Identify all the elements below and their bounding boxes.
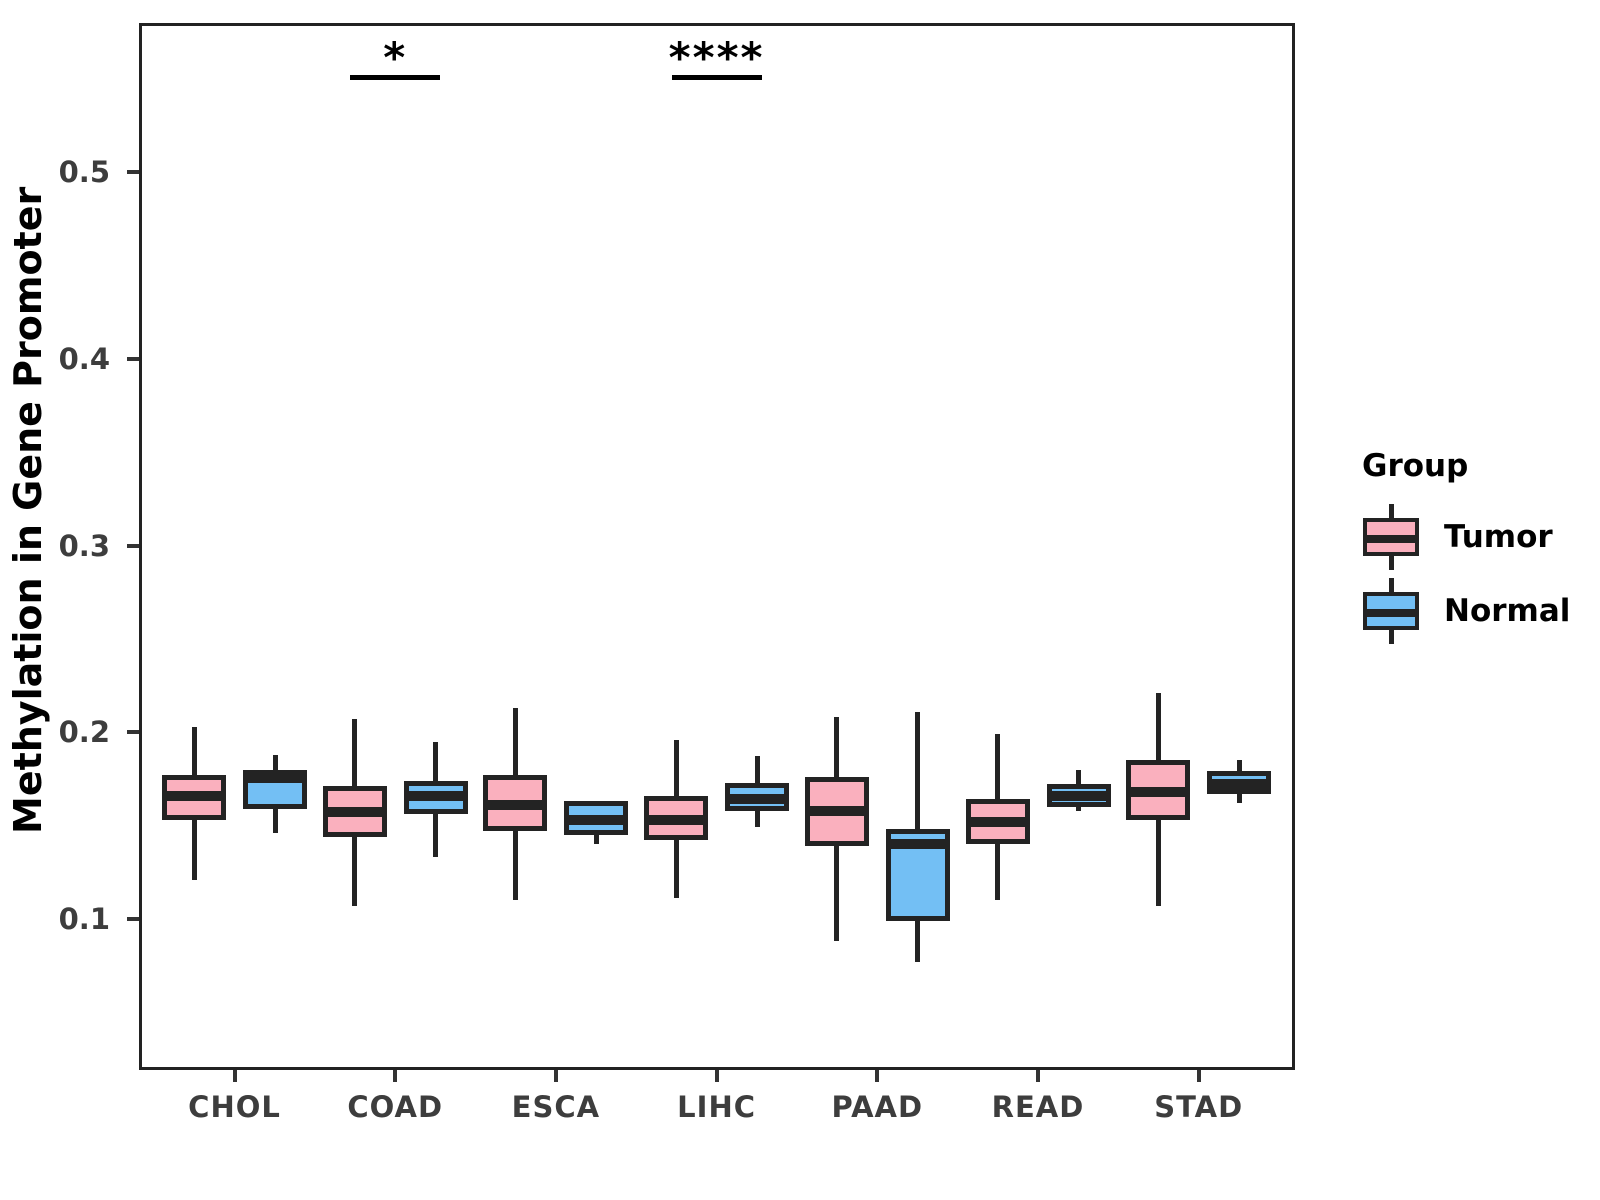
boxplot-chol-tumor-box [162,775,226,820]
legend: Group Tumor Normal [1362,448,1570,652]
y-axis-tick [127,730,139,735]
boxplot-esca-tumor-box [483,775,548,832]
y-axis-tick [127,543,139,548]
x-axis-tick [1036,1070,1040,1082]
y-axis-tick-label: 0.4 [58,341,110,376]
x-axis-tick [393,1070,398,1082]
boxplot-read-tumor-median [970,816,1025,827]
significance-bracket-coad [350,75,441,81]
boxplot-key-icon [1362,578,1420,644]
boxplot-read-normal-median [1051,790,1106,801]
legend-title: Group [1362,448,1469,484]
boxplot-esca-tumor-median [488,799,543,810]
legend-label-tumor: Tumor [1444,519,1553,555]
boxplot-stad-normal-box [1207,771,1272,794]
boxplot-esca-normal-box [564,801,629,835]
boxplot-coad-normal-median [408,790,463,801]
boxplot-stad-normal-median [1212,779,1267,790]
x-axis-tick [714,1070,719,1082]
x-axis-tick-label: CHOL [188,1090,281,1124]
key-box [1363,518,1419,556]
boxplot-lihc-normal-box [725,782,790,811]
key-median [1367,609,1415,617]
boxplot-stad-tumor-box [1126,760,1191,820]
x-axis-tick-label: COAD [347,1090,444,1124]
boxplot-lihc-normal-median [730,794,785,805]
boxplot-lihc-tumor-median [649,814,704,825]
key-median [1367,535,1415,543]
boxplot-coad-normal-box [403,780,468,815]
x-axis-tick-label: READ [991,1090,1085,1124]
x-axis-tick [1196,1070,1201,1082]
significance-label-lihc: **** [668,33,765,83]
y-axis-tick-label: 0.5 [58,155,110,190]
boxplot-read-normal-box [1046,784,1111,807]
boxplot-paad-tumor-box [804,776,869,847]
significance-bracket-lihc [671,75,762,81]
key-box [1363,592,1419,630]
boxplot-chol-tumor-median [167,790,221,801]
boxplot-coad-tumor-median [327,807,382,818]
x-axis-tick [553,1070,558,1082]
boxplot-paad-tumor-median [809,805,864,816]
boxplot-esca-normal-median [569,814,624,825]
x-axis-tick-label: LIHC [677,1090,757,1124]
legend-label-normal: Normal [1444,593,1571,629]
boxplot-coad-tumor-box [322,786,387,837]
legend-entry-normal: Normal [1362,578,1570,644]
boxplot-paad-normal-box [885,829,950,921]
y-axis-tick-label: 0.3 [58,528,110,563]
boxplot-chol-normal-median [248,772,302,783]
boxplot-read-tumor-box [965,799,1030,845]
plot-panel [139,23,1295,1070]
x-axis-tick-label: STAD [1154,1090,1244,1124]
x-axis-tick-label: PAAD [831,1090,924,1124]
y-axis-tick [127,916,139,921]
y-axis-tick [127,170,139,175]
boxplot-chol-normal-box [243,769,307,809]
x-axis-tick-label: ESCA [511,1090,601,1124]
significance-label-coad: * [383,33,408,83]
boxplot-paad-normal-median [890,839,945,850]
x-axis-tick [875,1070,880,1082]
boxplot-stad-tumor-median [1131,786,1186,797]
legend-entry-tumor: Tumor [1362,504,1570,570]
boxplot-key-icon [1362,504,1420,570]
x-axis-tick [232,1070,237,1082]
boxplot-lihc-tumor-box [644,795,709,841]
y-axis-tick-label: 0.2 [58,715,110,750]
y-axis-tick-label: 0.1 [58,901,110,936]
y-axis-tick [127,356,139,361]
